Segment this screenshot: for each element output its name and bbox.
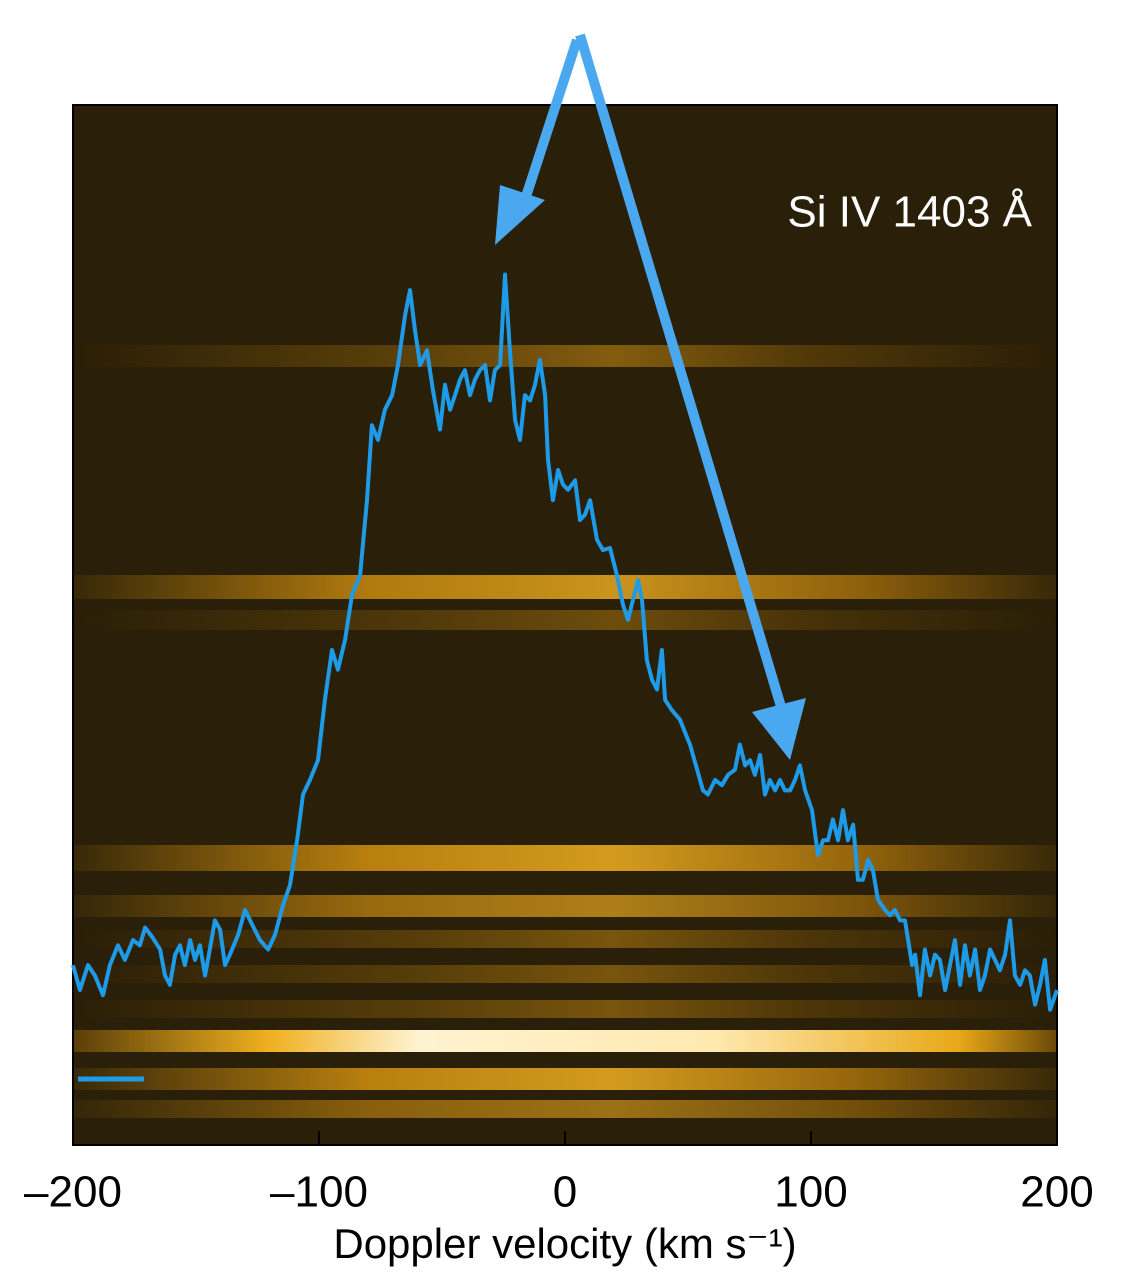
x-tick-label: 100 <box>774 1168 847 1217</box>
x-axis-label: Doppler velocity (km s⁻¹) <box>333 1220 796 1267</box>
x-tick-label: –100 <box>270 1168 368 1217</box>
x-tick-label: 0 <box>553 1168 577 1217</box>
x-tick-label: –200 <box>24 1168 122 1217</box>
arrows <box>495 33 806 760</box>
annotation: Si IV 1403 Å <box>787 188 1032 237</box>
line <box>71 272 1059 1012</box>
x-tick-label: 200 <box>1020 1168 1093 1217</box>
spectrogram <box>72 104 1058 1146</box>
